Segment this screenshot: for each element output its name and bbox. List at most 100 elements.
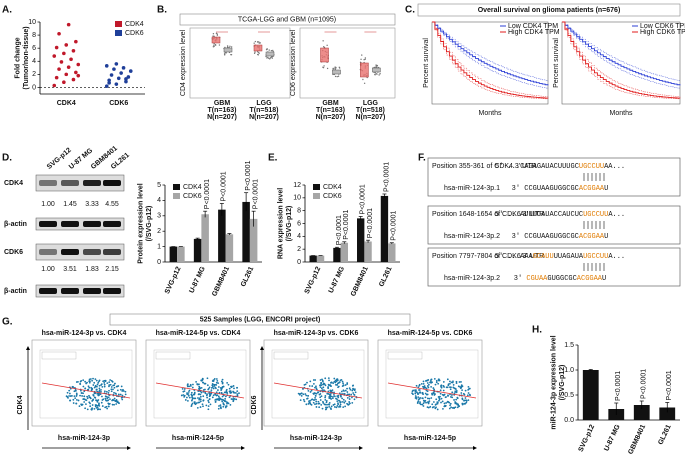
scatter-dot — [224, 395, 227, 398]
scatter-dot — [344, 405, 347, 408]
scatter-dot — [219, 404, 222, 407]
scatter-dot — [334, 395, 336, 398]
annotation: P<0.0001 — [391, 210, 398, 240]
bar — [388, 243, 396, 262]
scatter-dot — [191, 386, 194, 389]
dot — [66, 22, 71, 27]
ci-curve — [562, 21, 681, 100]
error-bar — [639, 400, 644, 409]
scatter-dot — [110, 386, 113, 388]
scatter-dot — [224, 397, 227, 400]
scatter-dot — [214, 400, 217, 403]
annotation: P<0.0001 — [367, 208, 374, 238]
scatter-dot — [97, 408, 100, 411]
scatter-dot — [99, 408, 102, 411]
scatter-dot — [97, 404, 100, 407]
scatter-dot — [107, 405, 110, 408]
sequence-segment: 5' ...AAA — [495, 253, 534, 261]
jitter-dot — [230, 53, 232, 56]
scatter-dot — [188, 396, 191, 399]
plot-frame — [189, 27, 291, 99]
scatter-dot — [348, 398, 351, 400]
scatter-dot — [332, 395, 334, 398]
jitter-dot — [363, 82, 366, 84]
scatter-dot — [342, 398, 345, 401]
jitter-dot — [224, 52, 226, 54]
scatter-dot — [80, 403, 83, 406]
dot — [104, 64, 109, 68]
scatter-dot — [325, 399, 328, 402]
y-axis-label: CDK4 — [17, 395, 24, 414]
annotation: P<0.0001 — [666, 370, 673, 400]
scatter-dot — [186, 393, 189, 396]
scatter-dot — [310, 389, 313, 392]
dot — [121, 66, 126, 70]
scatter-dot — [230, 391, 233, 394]
scatter-dot — [208, 392, 211, 395]
scatter-dot — [108, 384, 111, 386]
scatter-dot — [465, 399, 468, 402]
scatter-dot — [73, 390, 76, 393]
scatter-dot — [340, 401, 342, 403]
scatter-dot — [348, 401, 351, 403]
normal-box — [265, 51, 275, 57]
sequence-segment: ACGGAA — [579, 233, 605, 241]
sequence-segment: UUAGAUA — [554, 253, 584, 261]
scatter-dot — [414, 389, 416, 392]
plot-frame — [299, 27, 396, 99]
scatter-dot — [196, 406, 199, 409]
ratio-label: 1.83 — [85, 266, 99, 273]
scatter-dot — [348, 393, 351, 396]
scatter-dot — [208, 386, 211, 389]
scatter-dot — [91, 407, 94, 410]
scatter-dot — [224, 406, 227, 409]
scatter-dot — [234, 392, 237, 394]
scatter-dot — [344, 389, 347, 392]
scatter-dot — [302, 398, 305, 401]
scatter-dot — [451, 407, 454, 409]
panel-label: D. — [2, 153, 12, 164]
legend-swatch — [115, 21, 122, 27]
scatter-dot — [449, 380, 451, 383]
scatter-dot — [95, 399, 97, 402]
error-bar — [358, 216, 363, 221]
scatter-dot — [118, 402, 120, 405]
scatter-dot — [188, 385, 191, 388]
scatter-dot — [460, 381, 462, 383]
sequence: 5' ...AUUUCAUACCAUCUCUGCCUUA... — [495, 211, 625, 219]
x-arrowhead — [359, 446, 363, 450]
legend-label: Low CDK4 TPM — [508, 23, 558, 30]
jitter-dot — [376, 64, 379, 67]
scatter-dot — [212, 387, 215, 390]
scatter-dot — [417, 400, 420, 402]
scatter-dot — [107, 392, 110, 394]
plot-area — [385, 349, 479, 419]
panel-subtitle: hsa-miR-124-3p vs. CDK4 — [42, 330, 127, 337]
bar — [177, 246, 185, 262]
scatter-dot — [340, 390, 343, 393]
scatter-dot — [86, 408, 89, 411]
scatter-dot — [199, 387, 202, 390]
scatter-dot — [344, 384, 347, 386]
band — [39, 221, 57, 227]
annotation: P<0.0001 — [336, 215, 343, 245]
scatter-dot — [305, 394, 308, 397]
scatter-dot — [217, 395, 220, 398]
scatter-dot — [82, 379, 85, 382]
sequence-segment: 5' ...CAGAGAUACUUUGC — [495, 163, 579, 171]
scatter-dot — [186, 392, 188, 394]
scatter-dot — [451, 394, 453, 396]
tumor-box — [211, 36, 221, 44]
scatter-dot — [187, 394, 190, 397]
scatter-dot — [83, 401, 86, 403]
sequence-segment: 3' — [514, 275, 527, 283]
scatter-dot — [215, 381, 218, 384]
scatter-dot — [308, 385, 311, 387]
scatter-dot — [463, 393, 466, 396]
scatter-dot — [340, 395, 342, 398]
y-axis-label: Percent survival — [553, 38, 560, 88]
scatter-dot — [202, 399, 205, 402]
panel-label: E. — [268, 153, 278, 164]
scatter-dot — [89, 380, 91, 383]
jitter-dot — [362, 78, 364, 81]
